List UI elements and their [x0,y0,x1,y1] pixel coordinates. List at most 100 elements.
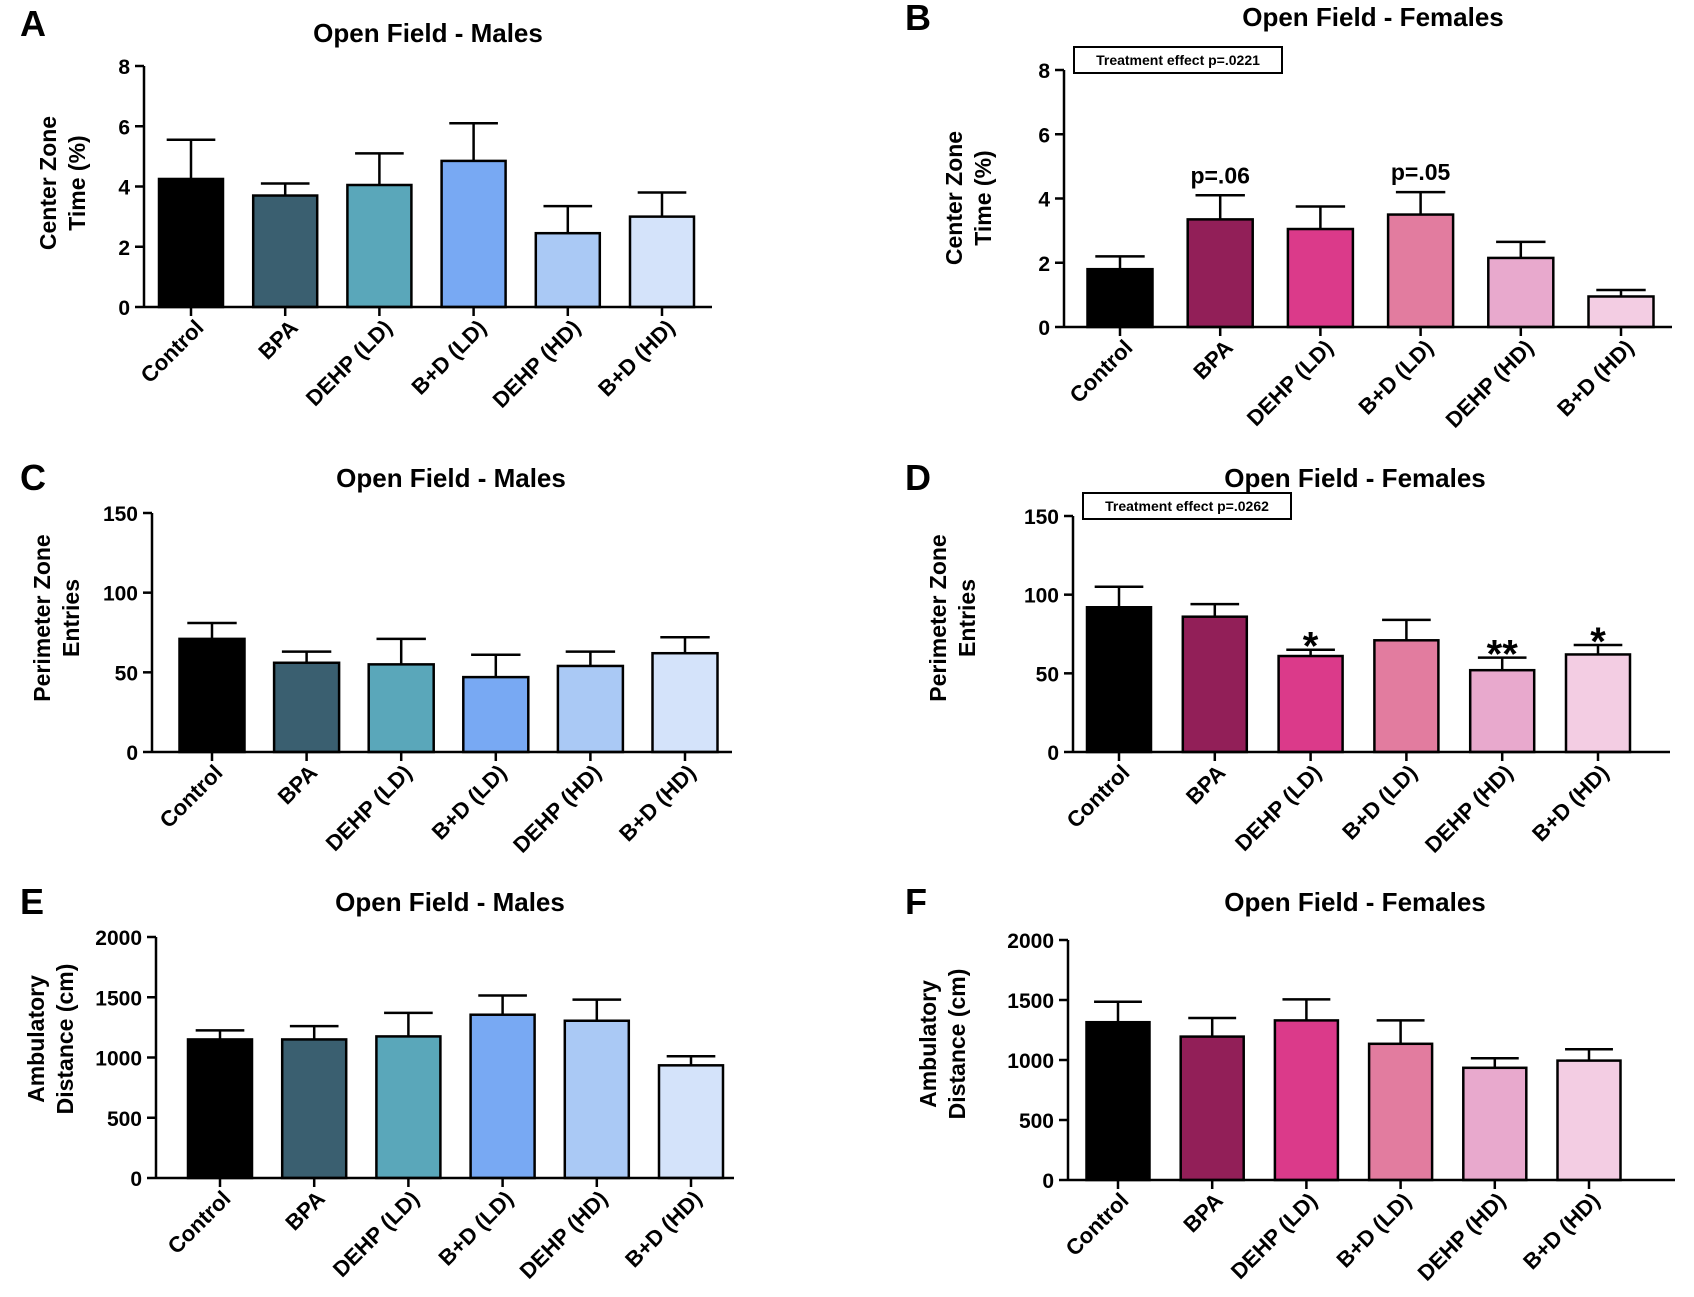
panel-letter: B [905,0,931,38]
y-tick-label: 2000 [95,927,142,950]
p-value-label: p=.05 [1391,159,1451,185]
y-axis-label-line: Center Zone [941,131,967,265]
x-tick-label: DEHP (HD) [1413,1188,1511,1286]
bar [1085,606,1153,754]
bar [628,215,696,309]
x-tick-label: B+D (HD) [593,315,679,401]
y-tick-label: 6 [1038,124,1050,147]
treatment-effect-box [1082,492,1292,520]
x-tick-label: BPA [1178,1188,1227,1237]
x-tick-label: B+D (HD) [1552,335,1638,421]
y-axis-label-line: Entries [58,579,84,657]
x-tick-label: B+D (LD) [433,1186,518,1271]
y-axis-label-line: Entries [954,579,980,657]
y-tick-label: 100 [1024,585,1059,608]
y-tick-label: 6 [118,116,130,139]
y-tick-label: 0 [1047,742,1059,765]
y-axis-label: Center Zone Time (%) [941,131,996,265]
y-axis-label-line: Perimeter Zone [925,534,951,701]
y-axis-label-line: Perimeter Zone [29,534,55,701]
panel-f: F Open Field - Females Ambulatory Distance … [905,881,1675,1286]
x-tick-label: DEHP (HD) [1441,335,1539,433]
bar [367,663,435,754]
x-tick-label: Control [163,1186,236,1259]
bar [375,1035,442,1180]
bar [1556,1059,1622,1182]
x-tick-label: B+D (LD) [406,315,491,400]
y-axis-label: Perimeter Zone Entries [925,534,980,701]
panel-letter: D [905,457,931,498]
y-tick-label: 150 [103,503,138,526]
treatment-effect-box [1073,46,1283,74]
panel-letter: F [905,881,927,922]
significance-star: * [1303,625,1319,669]
x-tick-label: Control [1065,335,1138,408]
bar [1487,256,1555,329]
y-tick-label: 500 [107,1108,142,1131]
x-tick-label: DEHP (HD) [515,1186,613,1284]
y-axis-label-line: Ambulatory [915,980,941,1108]
y-axis-label: Perimeter Zone Entries [29,534,84,701]
y-axis-label-line: Distance (cm) [944,969,970,1120]
chart-title: Open Field - Males [336,463,566,493]
bar [1179,1035,1245,1182]
x-tick-label: Control [155,760,228,833]
bar [157,177,225,309]
panel-d: D Open Field - Females Perimeter Zone Entri… [905,457,1670,858]
y-tick-label: 1000 [95,1048,142,1071]
x-tick-label: DEHP (LD) [1242,335,1338,431]
y-axis-label-line: Distance (cm) [52,964,78,1115]
y-tick-label: 50 [115,662,138,685]
y-tick-label: 0 [130,1168,142,1191]
chart-title: Open Field - Females [1242,2,1504,32]
panel-letter: E [20,881,44,922]
y-axis-label-line: Time (%) [64,135,90,230]
bar [178,637,246,754]
panel-b: B Open Field - Females Center Zone Time (%)… [905,0,1672,433]
bar [1186,218,1254,329]
bar [1086,267,1154,329]
bar [1373,639,1440,754]
panel-c: C Open Field - Males Perimeter Zone Entries… [20,457,732,858]
y-tick-label: 1500 [1007,990,1054,1013]
x-tick-label: BPA [253,315,302,364]
bar [1273,1019,1340,1182]
bar [1386,213,1455,329]
x-tick-label: DEHP (LD) [321,760,417,856]
y-tick-label: 2 [118,237,130,260]
panel-letter: C [20,457,46,498]
x-tick-label: B+D (HD) [614,760,700,846]
y-tick-label: 4 [1038,189,1050,212]
treatment-effect-label: Treatment effect p=.0221 [1096,52,1260,68]
y-axis-label: Ambulatory Distance (cm) [23,964,78,1115]
bar [346,183,413,309]
y-tick-label: 0 [118,297,130,320]
y-axis-label: Center Zone Time (%) [35,116,90,250]
y-tick-label: 1000 [1007,1050,1054,1073]
bar [1564,653,1632,754]
y-tick-label: 0 [1038,317,1050,340]
y-tick-label: 1500 [95,987,142,1010]
bar [280,1038,348,1180]
y-tick-label: 0 [1042,1170,1054,1193]
bar [1468,668,1536,754]
chart-title: Open Field - Males [313,18,543,48]
chart-title: Open Field - Females [1224,887,1486,917]
y-axis-label: Ambulatory Distance (cm) [915,969,970,1120]
y-tick-label: 0 [126,742,138,765]
significance-star: * [1590,620,1606,664]
y-axis-label-line: Center Zone [35,116,61,250]
p-value-label: p=.06 [1190,162,1249,188]
x-tick-label: BPA [1188,335,1237,384]
x-tick-label: Control [1062,760,1135,833]
bar [272,661,341,754]
chart-title: Open Field - Females [1224,463,1486,493]
bar [651,651,719,754]
panel-e: E Open Field - Males Ambulatory Distance (c… [20,881,734,1284]
x-tick-label: DEHP (LD) [1230,760,1326,856]
x-tick-label: DEHP (LD) [301,315,397,411]
chart-title: Open Field - Males [335,887,565,917]
x-tick-label: DEHP (LD) [1226,1188,1322,1284]
y-tick-label: 8 [118,56,130,79]
bar [1085,1020,1151,1182]
